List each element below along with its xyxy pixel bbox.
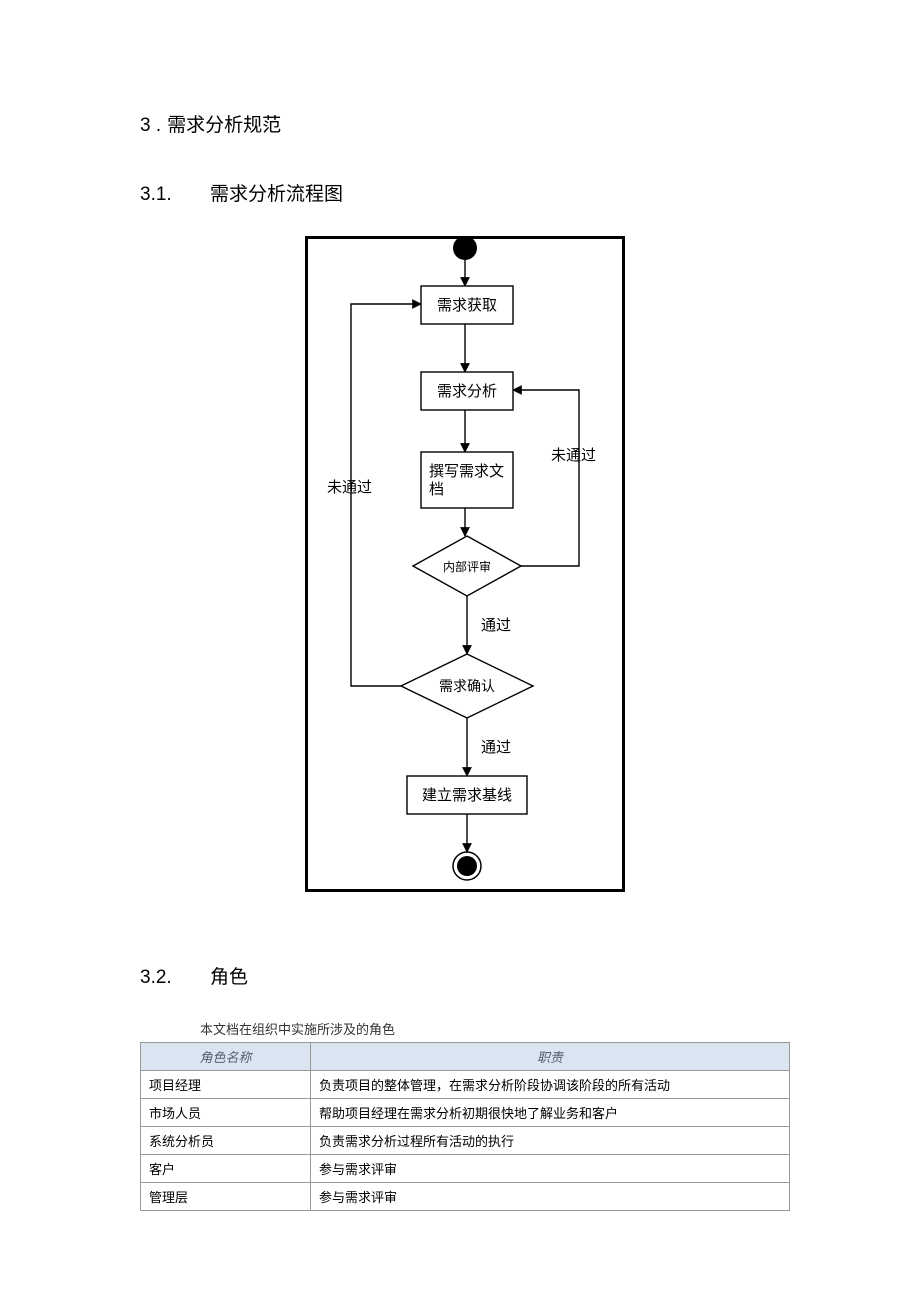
heading-2-flow: 3.1.需求分析流程图 (140, 179, 790, 206)
table-row: 系统分析员负责需求分析过程所有活动的执行 (141, 1127, 790, 1155)
svg-text:需求获取: 需求获取 (437, 297, 497, 314)
table-header-name: 角色名称 (141, 1043, 311, 1071)
svg-text:档: 档 (429, 481, 444, 498)
svg-text:需求分析: 需求分析 (437, 383, 497, 400)
role-name-cell: 项目经理 (141, 1071, 311, 1099)
svg-text:未通过: 未通过 (551, 447, 596, 464)
svg-text:内部评审: 内部评审 (443, 559, 491, 574)
role-duty-cell: 帮助项目经理在需求分析初期很快地了解业务和客户 (311, 1099, 790, 1127)
role-name-cell: 市场人员 (141, 1099, 311, 1127)
svg-text:撰写需求文: 撰写需求文 (429, 463, 504, 480)
role-name-cell: 管理层 (141, 1183, 311, 1211)
svg-text:通过: 通过 (481, 617, 511, 634)
role-duty-cell: 参与需求评审 (311, 1155, 790, 1183)
heading-2-flow-number: 3.1. (140, 184, 210, 206)
table-header-row: 角色名称 职责 (141, 1043, 790, 1071)
heading-1: 3 . 需求分析规范 (140, 110, 790, 137)
heading-2-flow-text: 需求分析流程图 (210, 184, 343, 205)
role-duty-cell: 负责需求分析过程所有活动的执行 (311, 1127, 790, 1155)
heading-1-text: 需求分析规范 (167, 115, 281, 136)
flowchart-container: 通过通过未通过未通过需求获取需求分析撰写需求文档内部评审需求确认建立需求基线 (140, 236, 790, 892)
svg-text:未通过: 未通过 (327, 479, 372, 496)
heading-1-number: 3 . (140, 115, 161, 136)
heading-2-roles-number: 3.2. (140, 967, 210, 989)
svg-text:建立需求基线: 建立需求基线 (422, 787, 512, 804)
role-duty-cell: 负责项目的整体管理，在需求分析阶段协调该阶段的所有活动 (311, 1071, 790, 1099)
table-row: 客户参与需求评审 (141, 1155, 790, 1183)
flowchart: 通过通过未通过未通过需求获取需求分析撰写需求文档内部评审需求确认建立需求基线 (305, 236, 625, 892)
svg-text:需求确认: 需求确认 (439, 679, 495, 695)
table-row: 市场人员帮助项目经理在需求分析初期很快地了解业务和客户 (141, 1099, 790, 1127)
table-row: 项目经理负责项目的整体管理，在需求分析阶段协调该阶段的所有活动 (141, 1071, 790, 1099)
document-page: 3 .需求分析规范 3.1.需求分析流程图 通过通过未通过未通过需求获取需求分析… (0, 0, 920, 1303)
heading-2-roles: 3.2.角色 (140, 962, 790, 989)
table-row: 管理层参与需求评审 (141, 1183, 790, 1211)
role-name-cell: 系统分析员 (141, 1127, 311, 1155)
role-duty-cell: 参与需求评审 (311, 1183, 790, 1211)
roles-table: 角色名称 职责 项目经理负责项目的整体管理，在需求分析阶段协调该阶段的所有活动市… (140, 1042, 790, 1211)
table-caption: 本文档在组织中实施所涉及的角色 (200, 1019, 790, 1038)
role-name-cell: 客户 (141, 1155, 311, 1183)
svg-text:通过: 通过 (481, 739, 511, 756)
heading-2-roles-text: 角色 (210, 967, 248, 988)
table-header-duty: 职责 (311, 1043, 790, 1071)
